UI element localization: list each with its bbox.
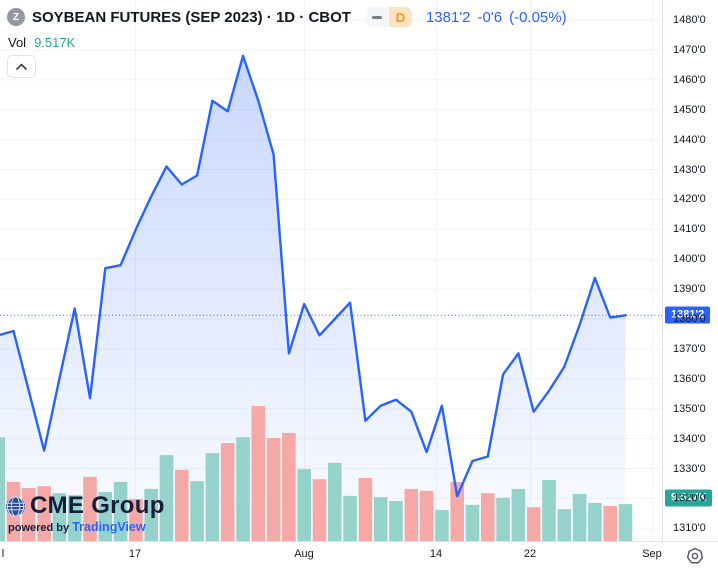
price-tick-label: 1430'0 xyxy=(673,163,706,176)
current-volume-badge: 9.517K xyxy=(665,489,713,507)
price-tick-label: 1400'0 xyxy=(673,253,706,266)
volume-row: Vol 9.517K xyxy=(8,35,567,50)
time-axis[interactable]: l 17 Aug 14 22 Sep xyxy=(0,541,718,568)
collapse-indicators-button[interactable] xyxy=(7,55,36,78)
price-tick-label: 1390'0 xyxy=(673,283,706,296)
tradingview-link[interactable]: TradingView xyxy=(72,520,146,534)
area-fill xyxy=(0,55,626,541)
price-tick-label: 1340'0 xyxy=(673,432,706,445)
price-tick-label: 1410'0 xyxy=(673,223,706,236)
price-tick-label: 1350'0 xyxy=(673,402,706,415)
globe-icon xyxy=(5,495,26,517)
price-tick-label: 1380'0 xyxy=(673,313,706,325)
price-tick-label: 1460'0 xyxy=(673,73,706,86)
price-change-percent: (-0.05%) xyxy=(509,8,567,26)
powered-by-text: powered by xyxy=(8,522,70,534)
time-tick-label: 22 xyxy=(523,548,537,560)
time-tick-label: 14 xyxy=(429,548,443,560)
symbol-title[interactable]: SOYBEAN FUTURES (SEP 2023) · 1D · CBOT xyxy=(32,8,351,26)
price-tick-label: 1470'0 xyxy=(673,43,706,56)
symbol-logo-icon: Z xyxy=(7,8,25,26)
minimize-button[interactable] xyxy=(365,7,389,27)
minus-icon xyxy=(372,15,383,19)
price-tick-label: 1310'0 xyxy=(673,522,706,535)
price-tick-label: 1330'0 xyxy=(673,462,706,475)
price-tick-label: 1370'0 xyxy=(673,342,706,355)
price-change: -0'6 xyxy=(477,8,503,26)
time-tick-label: l xyxy=(1,548,5,560)
settings-gear-button[interactable] xyxy=(683,544,706,567)
cme-logo-text: CME Group xyxy=(30,492,165,519)
gear-icon xyxy=(686,547,703,563)
price-tick-label: 1420'0 xyxy=(673,193,706,206)
price-axis[interactable]: 1381'2 9.517K 1480'0 1470'0 1460'0 1450'0 14… xyxy=(662,0,718,541)
chevron-up-icon xyxy=(16,63,27,70)
time-tick-label: Aug xyxy=(294,548,314,560)
last-price: 1381'2 xyxy=(425,8,471,26)
cme-branding[interactable]: CME Group powered by TradingView xyxy=(5,494,165,534)
price-tick-label: 1440'0 xyxy=(673,133,706,146)
volume-bars xyxy=(0,406,633,541)
price-readout: 1381'2 -0'6 (-0.05%) xyxy=(426,9,567,26)
legend-main-row: Z SOYBEAN FUTURES (SEP 2023) · 1D · CBOT… xyxy=(7,7,567,27)
price-tick-label: 1450'0 xyxy=(673,103,706,116)
time-tick-label: Sep xyxy=(642,548,662,560)
price-chart-canvas[interactable] xyxy=(0,0,662,541)
legend: Z SOYBEAN FUTURES (SEP 2023) · 1D · CBOT… xyxy=(7,7,567,78)
price-line xyxy=(0,54,627,498)
powered-by-line: powered by TradingView xyxy=(8,520,165,534)
interval-badge[interactable]: D xyxy=(388,7,412,27)
price-tick-label: 1320'0 xyxy=(673,492,706,505)
price-tick-label: 1360'0 xyxy=(673,372,706,385)
price-tick-label: 1480'0 xyxy=(673,14,706,26)
legend-actions-pill: D xyxy=(365,7,412,27)
current-price-badge: 1381'2 xyxy=(665,306,711,324)
time-tick-label: 17 xyxy=(128,548,142,560)
vol-value: 9.517K xyxy=(34,35,76,50)
vol-label: Vol xyxy=(8,35,27,50)
